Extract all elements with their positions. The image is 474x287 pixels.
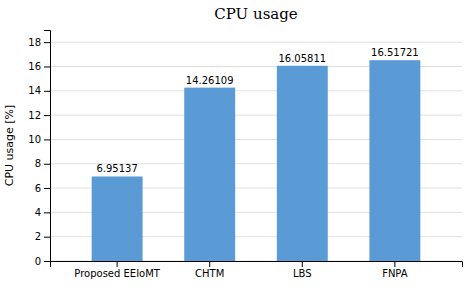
- grid: [50, 42, 462, 261]
- tick: 14: [28, 85, 50, 96]
- tick-mark: [44, 66, 50, 67]
- data-label: 16.05811: [278, 53, 326, 64]
- tick-label: 0: [35, 256, 41, 267]
- tick-mark: [44, 261, 50, 262]
- tick-mark: [394, 261, 395, 267]
- grid-line: [50, 42, 462, 43]
- data-label: 14.26109: [186, 75, 234, 86]
- data-labels: 6.95137 14.26109 16.05811 16.51721: [96, 47, 418, 174]
- tick-label: 12: [28, 110, 41, 121]
- chart: 0 2 4 6 8 10 12 14 16 18 Proposed EEIoMT CHTM LBS FNP…: [0, 0, 474, 287]
- tick-mark: [44, 212, 50, 213]
- tick-label: 10: [28, 134, 41, 145]
- tick: 4: [35, 207, 50, 218]
- tick: 6: [35, 183, 50, 194]
- tick-mark: [44, 164, 50, 165]
- tick: FNPA: [382, 261, 408, 279]
- axis-line: [44, 31, 51, 262]
- tick-label: 6: [35, 183, 41, 194]
- bars: [92, 60, 421, 261]
- tick-mark: [302, 261, 303, 267]
- tick-mark: [44, 115, 50, 116]
- tick-mark: [209, 261, 210, 267]
- tick-mark: [44, 91, 50, 92]
- tick-mark: [44, 42, 50, 43]
- axis-line: [51, 262, 463, 268]
- tick-label: FNPA: [382, 268, 408, 279]
- tick-label: 4: [35, 207, 41, 218]
- data-label: 6.95137: [96, 163, 137, 174]
- tick-label: CHTM: [195, 268, 224, 279]
- title: CPU usage: [214, 5, 298, 23]
- tick-label: LBS: [293, 268, 312, 279]
- tick-label: 2: [35, 231, 41, 242]
- tick: 12: [28, 110, 50, 121]
- bar: [92, 176, 143, 261]
- tick: LBS: [293, 261, 312, 279]
- tick-mark: [44, 139, 50, 140]
- bar: [369, 60, 420, 261]
- tick-label: Proposed EEIoMT: [74, 268, 161, 279]
- tick-label: 18: [28, 37, 41, 48]
- x-axis: Proposed EEIoMT CHTM LBS FNPA: [51, 261, 463, 279]
- tick: Proposed EEIoMT: [74, 261, 161, 279]
- tick-mark: [117, 261, 118, 267]
- y-axis: 0 2 4 6 8 10 12 14 16 18: [28, 31, 50, 267]
- tick-label: 8: [35, 158, 41, 169]
- bar: [277, 66, 328, 261]
- data-label: 16.51721: [371, 47, 419, 58]
- tick: 16: [28, 61, 50, 72]
- tick: 2: [35, 231, 50, 242]
- y-axis-title: CPU usage [%]: [3, 105, 16, 187]
- tick: 0: [35, 256, 50, 267]
- tick-label: 14: [28, 85, 41, 96]
- tick: 18: [28, 37, 50, 48]
- tick: CHTM: [195, 261, 224, 279]
- tick-mark: [44, 188, 50, 189]
- tick-label: 16: [28, 61, 41, 72]
- tick: 8: [35, 158, 50, 169]
- tick: 10: [28, 134, 50, 145]
- bar: [184, 88, 235, 261]
- tick-mark: [44, 237, 50, 238]
